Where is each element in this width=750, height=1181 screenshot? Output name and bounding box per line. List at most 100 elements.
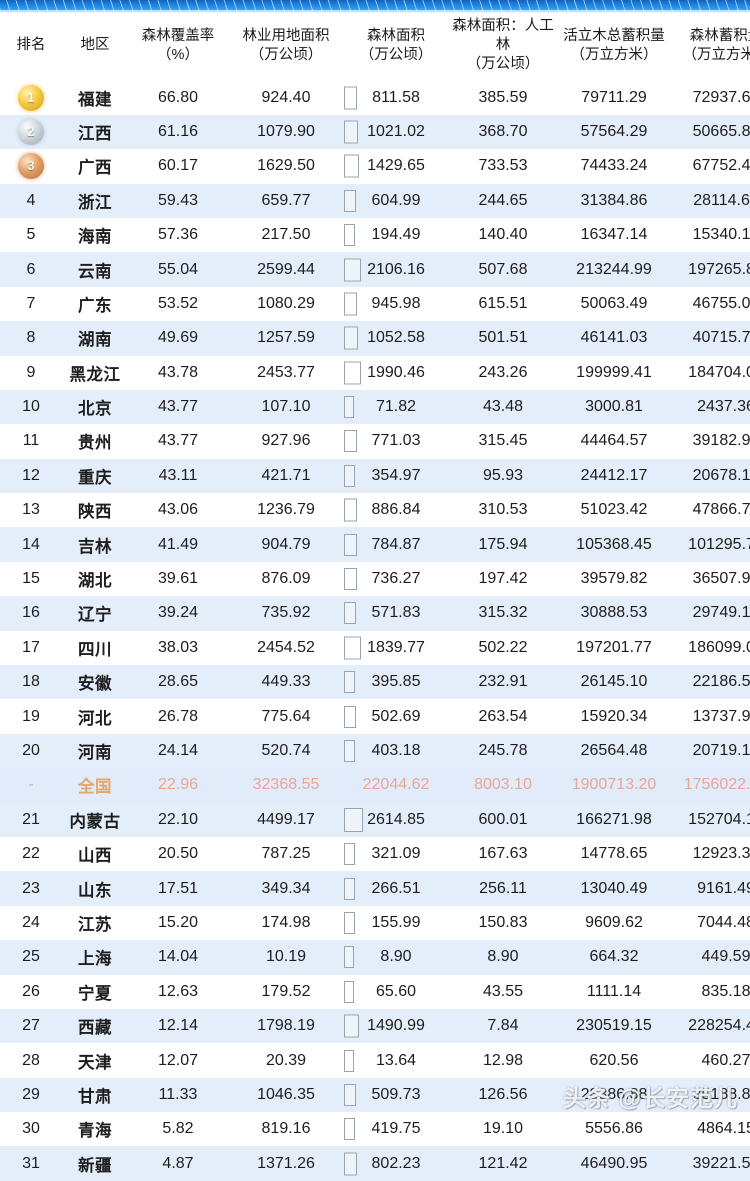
selection-box-artifact: [344, 636, 361, 660]
cell-forest-area: 604.99: [344, 183, 448, 218]
cell-region: 全国: [62, 768, 128, 803]
cell-forest-stock: 28114.67: [670, 183, 750, 218]
table-row[interactable]: 19 河北 26.78 775.64 502.69 263.54 15920.34 13737…: [0, 699, 750, 734]
table-row[interactable]: 9 黑龙江 43.78 2453.77 1990.46 243.26 199999.41 18…: [0, 355, 750, 390]
table-row[interactable]: 21 内蒙古 22.10 4499.17 2614.85 600.01 166271.98 1…: [0, 802, 750, 837]
table-row[interactable]: 16 辽宁 39.24 735.92 571.83 315.32 30888.53 29749…: [0, 596, 750, 631]
cell-planted-forest-area: 43.55: [448, 974, 558, 1009]
selection-box-artifact: [344, 911, 355, 934]
table-row[interactable]: 13 陕西 43.06 1236.79 886.84 310.53 51023.42 4786…: [0, 493, 750, 528]
table-row[interactable]: 10 北京 43.77 107.10 71.82 43.48 3000.81 2437.36: [0, 389, 750, 425]
cell-region: 湖北: [62, 561, 128, 597]
cell-forest-stock: 12923.37: [670, 836, 750, 872]
table-row[interactable]: 30 青海 5.82 819.16 419.75 19.10 5556.86 4864.15: [0, 1112, 750, 1147]
cell-region: 浙江: [62, 183, 128, 218]
table-row[interactable]: 1 福建 66.80 924.40 811.58 385.59 79711.29 72937.…: [0, 80, 750, 115]
table-row[interactable]: 26 宁夏 12.63 179.52 65.60 43.55 1111.14 835.18: [0, 974, 750, 1009]
cell-forest-area: 419.75: [344, 1112, 448, 1147]
table-row[interactable]: 24 江苏 15.20 174.98 155.99 150.83 9609.62 7044.4…: [0, 905, 750, 941]
cell-forest-stock: 67752.45: [670, 149, 750, 184]
cell-planted-forest-area: 126.56: [448, 1077, 558, 1113]
selection-box-artifact: [344, 705, 356, 728]
selection-box-artifact: [344, 326, 358, 350]
cell-forest-coverage-rate: 12.14: [128, 1008, 228, 1044]
cell-forestry-land-area: 787.25: [228, 836, 344, 872]
cell-rank: 9: [0, 355, 62, 390]
cell-living-wood-stock: 79711.29: [558, 80, 670, 115]
cell-region: 甘肃: [62, 1077, 128, 1113]
cell-living-wood-stock: 1900713.20: [558, 768, 670, 803]
cell-forest-coverage-rate: 57.36: [128, 217, 228, 253]
cell-living-wood-stock: 50063.49: [558, 286, 670, 322]
cell-forest-stock: 29749.18: [670, 596, 750, 631]
cell-living-wood-stock: 664.32: [558, 940, 670, 975]
cell-forest-area: 771.03: [344, 424, 448, 459]
column-header-coverage-line1: 森林覆盖率: [141, 27, 215, 44]
rank-medal-bronze: 3: [0, 149, 62, 184]
table-row[interactable]: 8 湖南 49.69 1257.59 1052.58 501.51 46141.03 4071…: [0, 321, 750, 356]
table-row[interactable]: 7 广东 53.52 1080.29 945.98 615.51 50063.49 46755…: [0, 286, 750, 322]
table-row[interactable]: 22 山西 20.50 787.25 321.09 167.63 14778.65 12923…: [0, 836, 750, 872]
cell-forest-area: 736.27: [344, 561, 448, 597]
cell-planted-forest-area: 167.63: [448, 836, 558, 872]
cell-forestry-land-area: 1046.35: [228, 1077, 344, 1113]
cell-forest-area: 65.60: [344, 974, 448, 1009]
cell-planted-forest-area: 43.48: [448, 389, 558, 425]
table-row[interactable]: 15 湖北 39.61 876.09 736.27 197.42 39579.82 36507…: [0, 561, 750, 597]
column-header-rank: 排名: [0, 13, 62, 81]
column-header-region: 地区: [62, 13, 128, 81]
table-row[interactable]: 31 新疆 4.87 1371.26 802.23 121.42 46490.95 39221…: [0, 1146, 750, 1181]
forest-statistics-table: 排名 地区 森林覆盖率 （%） 林业用地面积 （万公顷） 森林面积 （万: [0, 13, 750, 1181]
table-row[interactable]: 23 山东 17.51 349.34 266.51 256.11 13040.49 9161.…: [0, 871, 750, 906]
cell-region: 江苏: [62, 905, 128, 941]
cell-planted-forest-area: 315.45: [448, 424, 558, 459]
table-row[interactable]: 29 甘肃 11.33 1046.35 509.73 126.56 28386.88 2518…: [0, 1077, 750, 1113]
cell-living-wood-stock: 26145.10: [558, 665, 670, 700]
table-row[interactable]: 3 广西 60.17 1629.50 1429.65 733.53 74433.24 6775…: [0, 149, 750, 184]
table-row[interactable]: 2 江西 61.16 1079.90 1021.02 368.70 57564.29 5066…: [0, 114, 750, 150]
selection-box-artifact: [344, 807, 363, 832]
cell-region: 湖南: [62, 321, 128, 356]
cell-forest-area: 22044.62: [344, 768, 448, 803]
cell-region: 广西: [62, 149, 128, 184]
cell-forest-stock: 7044.48: [670, 905, 750, 941]
cell-forest-area: 571.83: [344, 596, 448, 631]
cell-rank: 12: [0, 458, 62, 494]
cell-living-wood-stock: 13040.49: [558, 871, 670, 906]
cell-forestry-land-area: 876.09: [228, 561, 344, 597]
table-row[interactable]: 6 云南 55.04 2599.44 2106.16 507.68 213244.99 197…: [0, 252, 750, 287]
cell-forest-stock: 40715.73: [670, 321, 750, 356]
table-row[interactable]: - 全国 22.96 32368.55 22044.62 8003.10 1900713.2…: [0, 768, 750, 803]
cell-forest-stock: 50665.83: [670, 114, 750, 150]
table-row[interactable]: 12 重庆 43.11 421.71 354.97 95.93 24412.17 20678.…: [0, 458, 750, 494]
table-row[interactable]: 14 吉林 41.49 904.79 784.87 175.94 105368.45 1012…: [0, 527, 750, 562]
cell-living-wood-stock: 16347.14: [558, 217, 670, 253]
cell-forestry-land-area: 4499.17: [228, 802, 344, 837]
table-row[interactable]: 18 安徽 28.65 449.33 395.85 232.91 26145.10 22186…: [0, 665, 750, 700]
cell-forest-coverage-rate: 39.61: [128, 561, 228, 597]
cell-forest-area: 811.58: [344, 80, 448, 115]
cell-planted-forest-area: 243.26: [448, 355, 558, 390]
cell-forest-stock: 25188.89: [670, 1077, 750, 1113]
table-row[interactable]: 20 河南 24.14 520.74 403.18 245.78 26564.48 20719…: [0, 733, 750, 769]
selection-box-artifact: [344, 568, 357, 591]
table-row[interactable]: 4 浙江 59.43 659.77 604.99 244.65 31384.86 28114.…: [0, 183, 750, 218]
cell-living-wood-stock: 14778.65: [558, 836, 670, 872]
cell-living-wood-stock: 26564.48: [558, 733, 670, 769]
table-row[interactable]: 11 贵州 43.77 927.96 771.03 315.45 44464.57 39182…: [0, 424, 750, 459]
cell-forestry-land-area: 1371.26: [228, 1146, 344, 1181]
table-row[interactable]: 5 海南 57.36 217.50 194.49 140.40 16347.14 15340.…: [0, 217, 750, 253]
cell-rank: 4: [0, 183, 62, 218]
rank-medal-silver: 2: [0, 114, 62, 150]
cell-planted-forest-area: 501.51: [448, 321, 558, 356]
table-row[interactable]: 25 上海 14.04 10.19 8.90 8.90 664.32 449.59: [0, 940, 750, 975]
cell-forest-coverage-rate: 20.50: [128, 836, 228, 872]
table-row[interactable]: 27 西藏 12.14 1798.19 1490.99 7.84 230519.15 2282…: [0, 1008, 750, 1044]
table-row[interactable]: 17 四川 38.03 2454.52 1839.77 502.22 197201.77 18…: [0, 630, 750, 666]
gold-medal-icon: 1: [18, 84, 44, 111]
table-row[interactable]: 28 天津 12.07 20.39 13.64 12.98 620.56 460.27: [0, 1043, 750, 1078]
cell-forest-stock: 39221.50: [670, 1146, 750, 1181]
cell-region: 海南: [62, 217, 128, 253]
cell-forest-coverage-rate: 22.10: [128, 802, 228, 837]
cell-forest-stock: 46755.09: [670, 286, 750, 322]
